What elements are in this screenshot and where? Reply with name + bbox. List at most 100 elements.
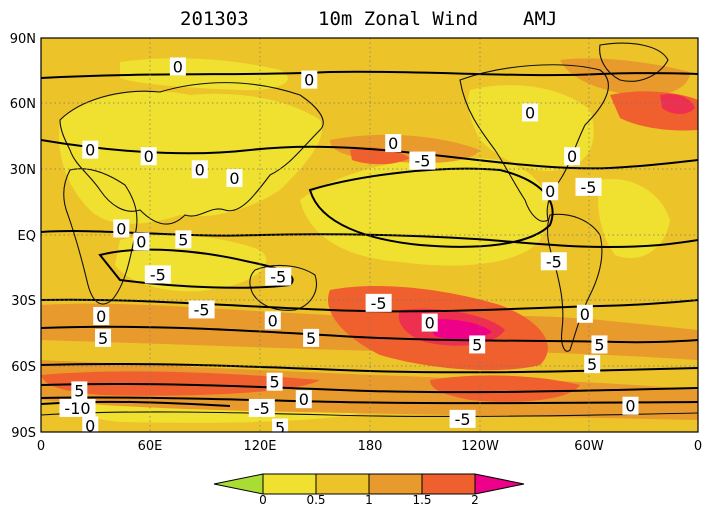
contour-label: 0 (388, 134, 398, 153)
contour-5-s60 (41, 362, 698, 374)
contour-label-box (266, 372, 283, 391)
contour-label: 5 (472, 335, 482, 354)
colorbar: 0 0.5 1 1.5 2 (213, 473, 525, 507)
contour-label: 0 (229, 169, 239, 188)
contour-label: -10 (64, 399, 90, 418)
lon-tick-label: 0 (37, 439, 45, 454)
contour-label: 5 (594, 335, 604, 354)
contour-label: 0 (567, 147, 577, 166)
contour-label-box (93, 306, 110, 325)
contour-label-box (71, 381, 88, 400)
title-date: 201303 (180, 8, 249, 30)
shade-yellow-eurasia (59, 91, 322, 224)
contour-label: -5 (254, 399, 270, 418)
shade-yellow-atlantic (598, 179, 670, 259)
lat-tick-label: EQ (18, 229, 36, 244)
contour-label: -5 (581, 178, 597, 197)
contour-label: -5 (455, 410, 471, 429)
contour-label: -5 (546, 252, 562, 271)
lon-tick-label: 60E (138, 439, 163, 454)
lon-tick-label: 120W (461, 439, 499, 454)
contour-label-box (540, 252, 567, 271)
contour-0-s70 (41, 382, 698, 394)
contour-label-box (175, 230, 192, 249)
contour-label-box (303, 328, 320, 347)
lat-tick-label: 30S (11, 294, 36, 309)
lon-tick-label: 180 (358, 439, 383, 454)
shade-yellow-namerica (468, 85, 594, 171)
contour-0-s30 (41, 298, 698, 313)
contour-5-s45 (41, 325, 698, 344)
contour-label: 5 (587, 355, 597, 374)
contour-label-box (575, 177, 602, 196)
contour-label-box (188, 300, 215, 319)
contour-m5-pacific (308, 167, 554, 248)
lat-axis: 90N 60N 30N EQ 30S 60S 90S (10, 32, 36, 441)
contour-label-box (584, 355, 601, 374)
contour-0-tropics (41, 230, 698, 249)
contour-label-box (264, 311, 281, 330)
contour-label: 5 (98, 329, 108, 348)
contour-label: -5 (270, 268, 286, 287)
contour-label: 0 (85, 141, 95, 160)
contour-label: -5 (414, 152, 430, 171)
colorbar-segment (368, 473, 423, 495)
map-frame (40, 37, 699, 433)
lat-tick-label: 60S (11, 360, 36, 375)
contour-label-box (226, 169, 243, 188)
contour-label: 0 (136, 233, 146, 252)
contour-label-box (576, 304, 593, 323)
contour-label-box (191, 160, 208, 179)
shade-red-southern (41, 371, 320, 396)
contour-m5-s75 (41, 396, 698, 405)
colorbar-segment (262, 473, 317, 495)
contour-label-box (542, 182, 559, 201)
contour-label-box (295, 390, 312, 409)
contour-label: 0 (525, 103, 535, 122)
contour-label-box (272, 418, 289, 432)
title-season: AMJ (523, 8, 557, 30)
contour-label: 0 (85, 416, 95, 435)
colorbar-segment (315, 473, 370, 495)
contour-label: 0 (425, 314, 435, 333)
shade-yellow-pacific (300, 157, 548, 266)
contour-label-box (82, 416, 99, 432)
lat-tick-label: 90S (11, 426, 36, 441)
contour-label: 5 (275, 419, 285, 438)
lon-tick-label: 0 (694, 439, 702, 454)
lon-axis: 0 60E 120E 180 120W 60W 0 (37, 439, 702, 454)
shade-magenta-core (425, 319, 492, 340)
title-variable: 10m Zonal Wind (318, 8, 478, 30)
coast-eurasia (59, 82, 324, 225)
contour-label: -5 (150, 265, 166, 284)
shade-red-south-pac (430, 375, 580, 402)
contour-label: 5 (178, 230, 188, 249)
contour-label-box (140, 147, 157, 166)
contour-label-box (522, 103, 539, 122)
contour-label: 0 (116, 219, 126, 238)
contour-label: 0 (545, 182, 555, 201)
colorbar-tick-label: 0 (259, 493, 267, 507)
contour-label: 5 (74, 381, 84, 400)
contour-label: 0 (268, 311, 278, 330)
contour-label-box (301, 70, 318, 89)
contour-label-box (622, 396, 639, 415)
lat-tick-label: 30N (10, 163, 36, 178)
contour-label: 0 (580, 305, 590, 324)
contour-label: 0 (299, 390, 309, 409)
contour-label: 0 (195, 160, 205, 179)
lon-tick-label: 120E (243, 439, 276, 454)
contour-label-box (59, 398, 96, 417)
contour-label-box (82, 140, 99, 159)
contour-label: 0 (144, 147, 154, 166)
contour-label-box (421, 313, 438, 332)
shade-magenta-north (660, 94, 695, 114)
contour-label-box (591, 335, 608, 354)
contour-label: -5 (371, 294, 387, 313)
contour-label-box (133, 232, 150, 251)
contour-label-box (113, 219, 130, 238)
coast-greenland (599, 42, 669, 82)
